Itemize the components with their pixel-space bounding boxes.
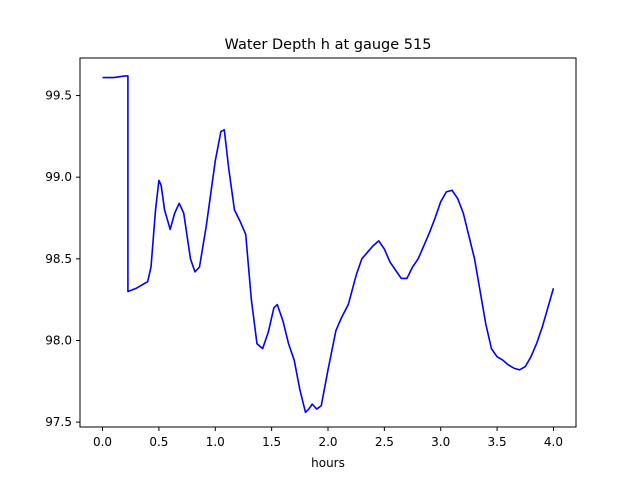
x-tick-label: 3.0	[431, 435, 450, 449]
series-line-0	[102, 75, 555, 414]
y-axis-ticks: 97.5 98.0 98.5 99.0 99.5	[45, 89, 80, 429]
x-tick-label: 4.0	[544, 435, 563, 449]
x-tick-label: 1.0	[206, 435, 225, 449]
x-tick-label: 0.0	[93, 435, 112, 449]
y-tick-label: 99.5	[45, 89, 72, 103]
x-tick-label: 3.5	[488, 435, 507, 449]
x-axis-label: hours	[311, 456, 345, 470]
y-tick-label: 98.5	[45, 252, 72, 266]
y-tick-label: 97.5	[45, 415, 72, 429]
chart-title: Water Depth h at gauge 515	[225, 37, 432, 53]
x-tick-label: 1.5	[262, 435, 281, 449]
x-tick-label: 0.5	[149, 435, 168, 449]
x-axis-ticks: 0.0 0.5 1.0 1.5 2.0 2.5 3.0 3.5 4.0	[93, 427, 563, 449]
y-tick-label: 99.0	[45, 170, 72, 184]
x-tick-label: 2.5	[375, 435, 394, 449]
x-tick-label: 2.0	[318, 435, 337, 449]
y-tick-label: 98.0	[45, 333, 72, 347]
series-layer	[102, 75, 555, 414]
